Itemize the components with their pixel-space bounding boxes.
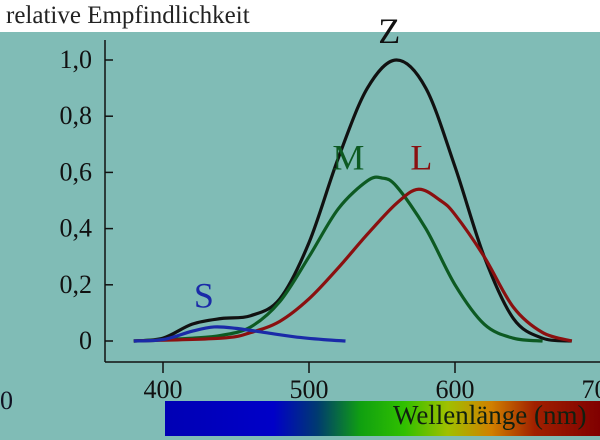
x-tick-label: 400: [144, 375, 183, 404]
x-tick-label: 700: [582, 375, 600, 404]
wavelength-spectrum-bar: [165, 401, 600, 436]
top-strip: [0, 0, 600, 32]
series-line-S: [133, 325, 346, 343]
curve-label-S: S: [194, 275, 214, 315]
curve-label-M: M: [332, 138, 364, 178]
y-tick-label: 0,2: [60, 270, 93, 299]
curve-label-Z: Z: [378, 11, 400, 51]
curve-label-L: L: [410, 138, 432, 178]
series-line-Z: [133, 58, 572, 343]
series-line-L: [133, 187, 573, 343]
x-tick-label: 600: [436, 375, 475, 404]
y-tick-label: 0,8: [60, 101, 93, 130]
y-tick-label: 0,4: [60, 214, 93, 243]
y-axis-label: relative Empfindlichkeit: [6, 2, 250, 29]
y-tick-label: 1,0: [60, 45, 93, 74]
edge-tick-label: 0: [0, 386, 13, 415]
series-line-M: [133, 175, 543, 343]
y-tick-label: 0: [79, 326, 92, 355]
y-tick-label: 0,6: [60, 157, 93, 186]
x-axis-label: Wellenlänge (nm): [393, 400, 587, 430]
x-tick-label: 500: [290, 375, 329, 404]
